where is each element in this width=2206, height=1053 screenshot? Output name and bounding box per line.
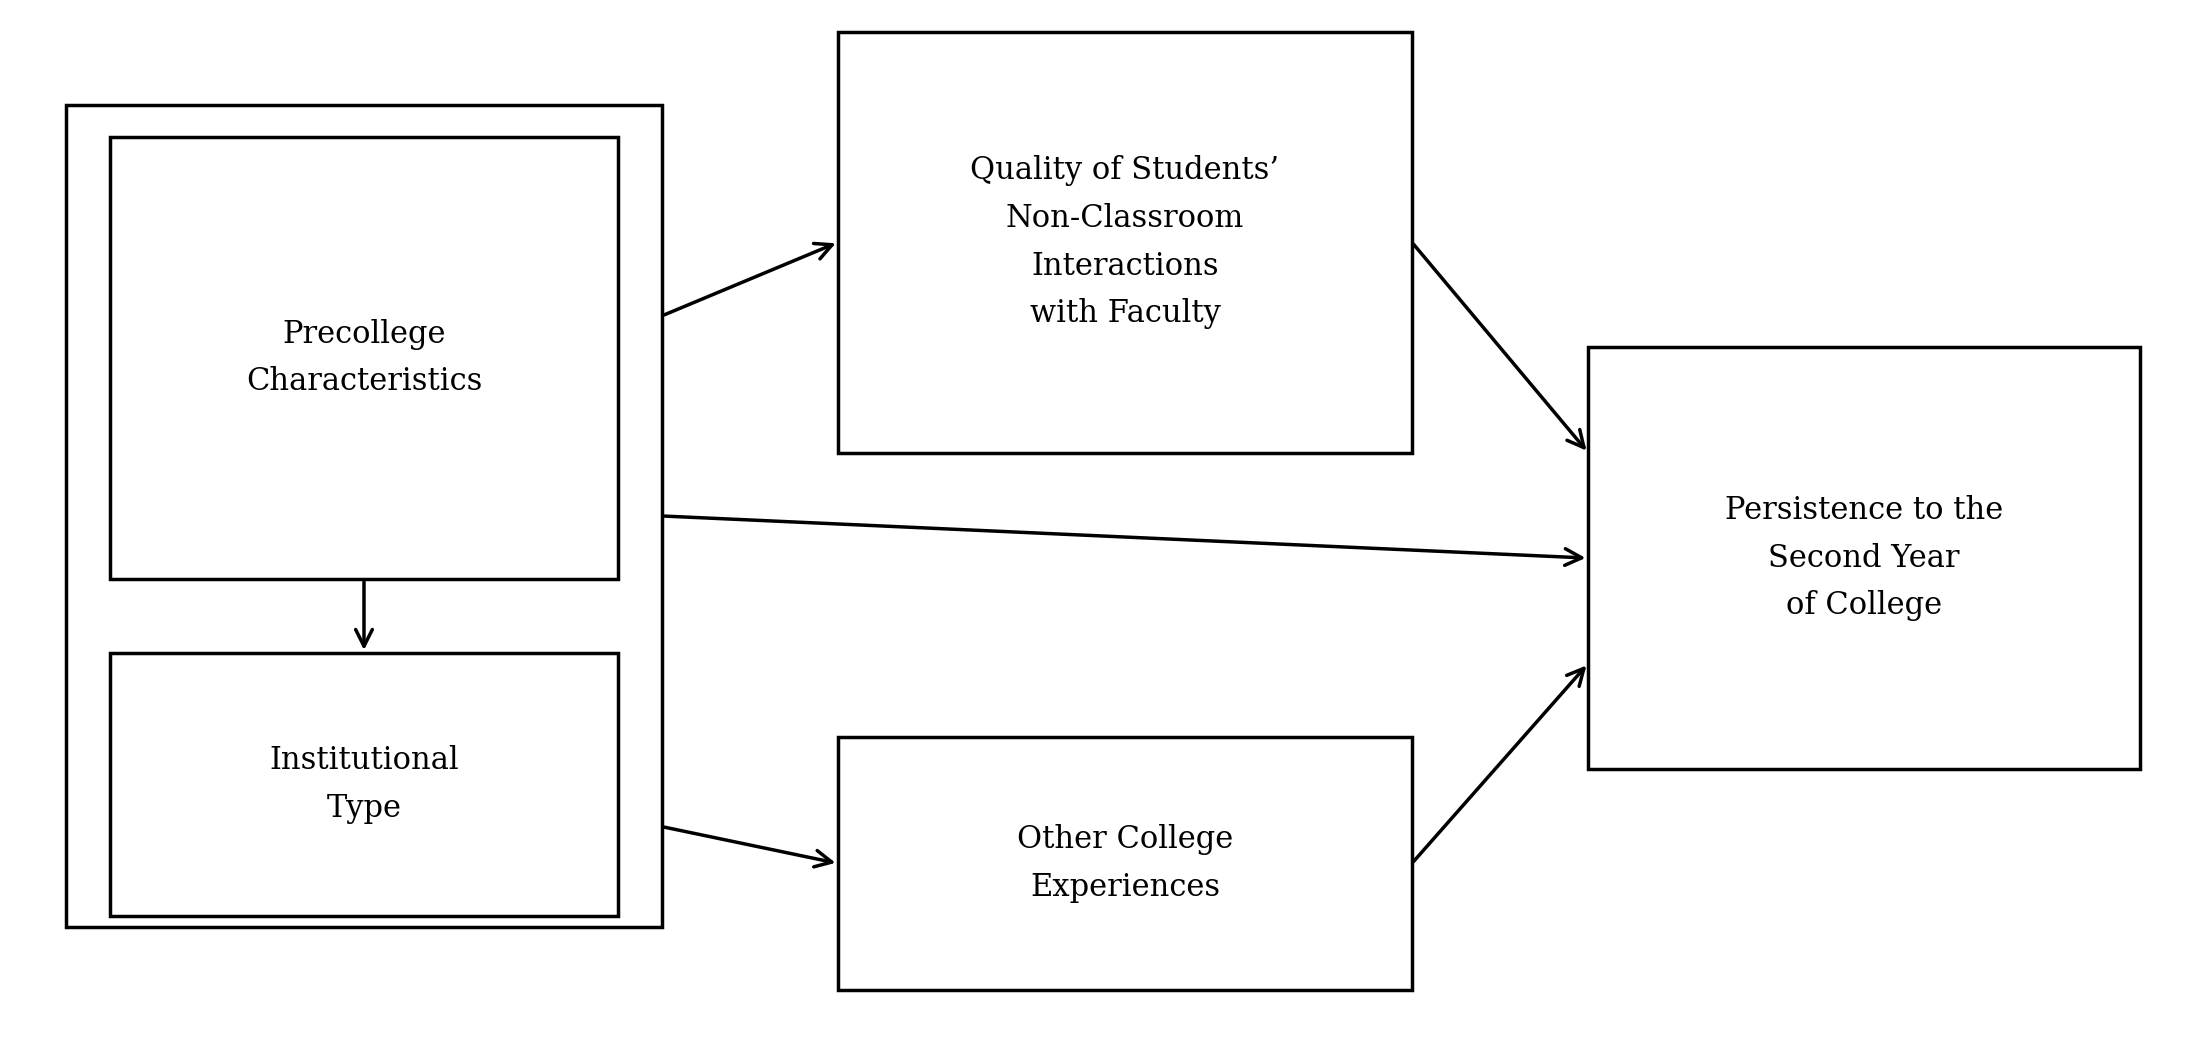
FancyBboxPatch shape <box>110 653 618 916</box>
FancyBboxPatch shape <box>838 32 1412 453</box>
Text: Precollege
Characteristics: Precollege Characteristics <box>245 319 483 397</box>
FancyBboxPatch shape <box>1588 347 2140 769</box>
FancyBboxPatch shape <box>66 105 662 927</box>
Text: Quality of Students’
Non-Classroom
Interactions
with Faculty: Quality of Students’ Non-Classroom Inter… <box>971 155 1279 330</box>
FancyBboxPatch shape <box>110 137 618 579</box>
Text: Other College
Experiences: Other College Experiences <box>1017 824 1233 902</box>
FancyBboxPatch shape <box>838 737 1412 990</box>
Text: Institutional
Type: Institutional Type <box>269 746 459 823</box>
Text: Persistence to the
Second Year
of College: Persistence to the Second Year of Colleg… <box>1725 495 2003 621</box>
